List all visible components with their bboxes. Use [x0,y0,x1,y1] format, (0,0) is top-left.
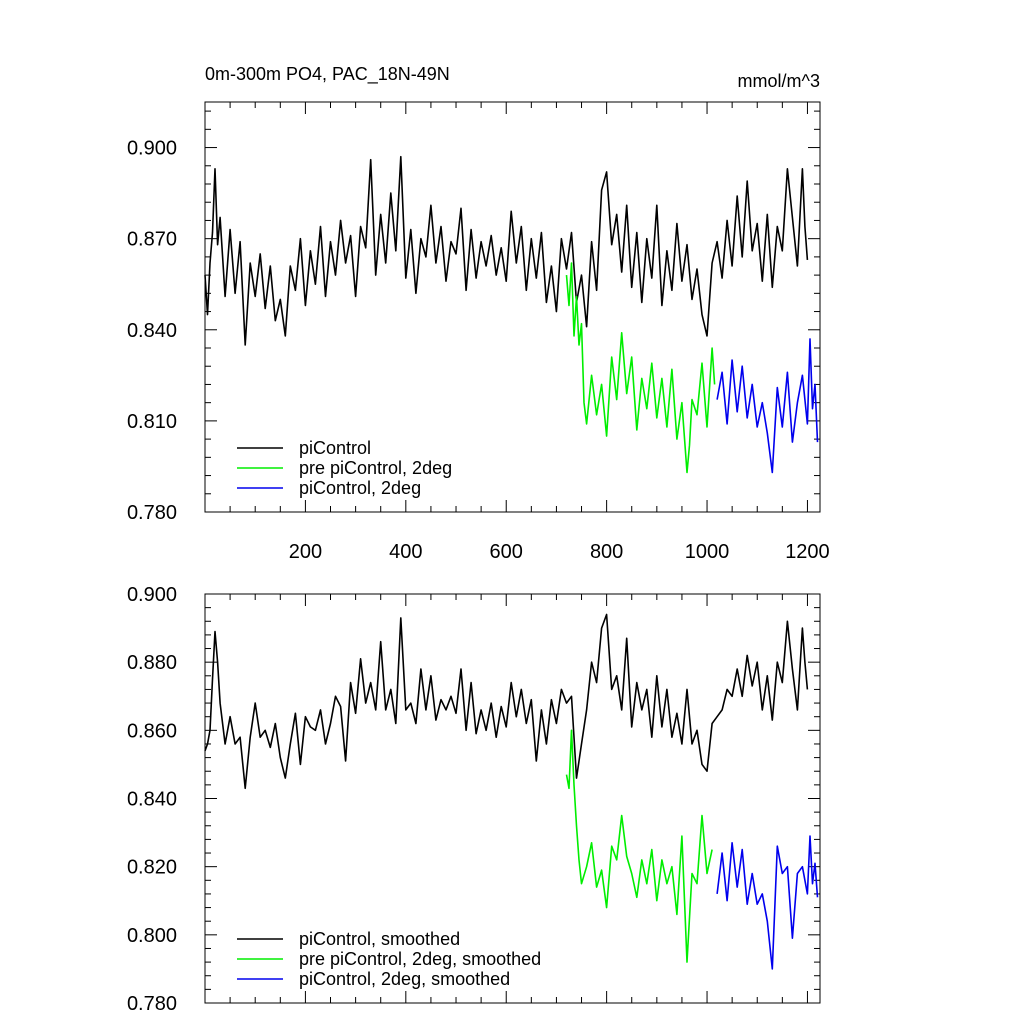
chart-units: mmol/m^3 [738,71,820,91]
series-line [716,835,819,970]
legend-label: piControl, 2deg [299,478,421,498]
plot-frame [204,101,821,513]
x-tick-label: 800 [590,541,623,563]
bottom-panel: 0.780 0.800 0.820 0.840 0.860 0.880 0.900 piCon… [127,584,821,1015]
y-tick-label: 0.840 [127,789,177,811]
x-tick-label: 1200 [785,541,830,563]
legend-label: piControl [299,438,371,458]
series-line [204,613,809,790]
chart-title: 0m-300m PO4, PAC_18N-49N [205,64,450,85]
y-tick-label: 0.900 [127,138,177,160]
y-tick-label: 0.870 [127,229,177,251]
x-tick-label: 400 [389,541,422,563]
top-panel: 0.780 0.810 0.840 0.870 0.900 200 400 600 800 100… [127,64,830,563]
y-tick-label: 0.780 [127,502,177,524]
x-tick-label: 600 [490,541,523,563]
x-tick-label: 1000 [685,541,730,563]
y-tick-label: 0.780 [127,993,177,1015]
legend-label: piControl, 2deg, smoothed [299,969,510,989]
legend-label: pre piControl, 2deg, smoothed [299,949,541,969]
y-tick-label: 0.860 [127,720,177,742]
y-tick-label: 0.800 [127,925,177,947]
y-tick-label: 0.900 [127,584,177,606]
y-tick-label: 0.810 [127,411,177,433]
series-line [204,155,809,346]
y-tick-label: 0.820 [127,857,177,879]
y-tick-label: 0.840 [127,320,177,342]
series-line [565,729,713,963]
legend-label: pre piControl, 2deg [299,458,452,478]
y-tick-label: 0.880 [127,652,177,674]
series-line [565,262,716,474]
plot-frame [204,593,821,1004]
x-tick-label: 200 [289,541,322,563]
series-line [716,338,819,474]
legend-label: piControl, smoothed [299,929,460,949]
